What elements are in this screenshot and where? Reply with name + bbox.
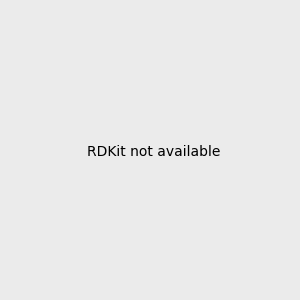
Text: RDKit not available: RDKit not available [87,145,220,158]
